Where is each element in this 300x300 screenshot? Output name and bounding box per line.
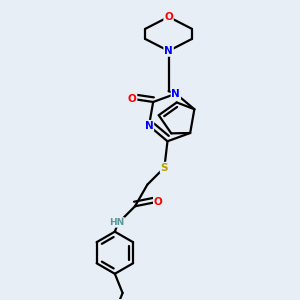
Text: O: O: [164, 12, 173, 22]
Text: S: S: [160, 163, 168, 172]
Text: N: N: [172, 89, 180, 99]
Text: O: O: [154, 196, 163, 207]
Text: O: O: [128, 94, 136, 104]
Text: N: N: [164, 46, 173, 56]
Text: HN: HN: [109, 218, 124, 227]
Text: N: N: [145, 121, 153, 131]
